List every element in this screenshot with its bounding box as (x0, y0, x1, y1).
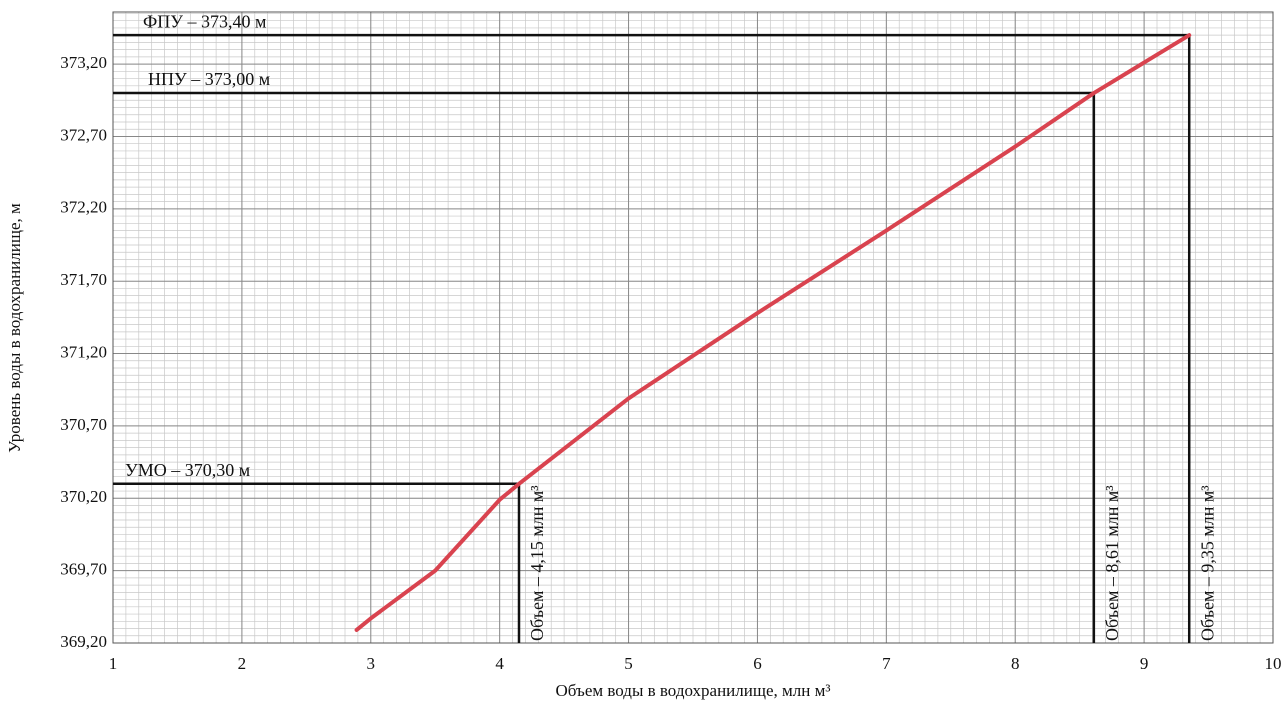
y-tick-label: 373,20 (60, 53, 107, 72)
x-tick-label: 6 (753, 654, 762, 673)
y-tick-label: 371,20 (60, 342, 107, 361)
y-tick-label: 371,70 (60, 270, 107, 289)
x-tick-label: 3 (367, 654, 376, 673)
x-tick-label: 4 (495, 654, 504, 673)
level-label: УМО – 370,30 м (125, 460, 250, 480)
y-axis-label: Уровень воды в водохранилище, м (5, 203, 24, 453)
series-line (354, 33, 1192, 632)
x-tick-label: 5 (624, 654, 633, 673)
level-label: ФПУ – 373,40 м (143, 11, 266, 31)
x-tick-label: 1 (109, 654, 118, 673)
volume-label: Объем – 9,35 млн м³ (1197, 485, 1217, 641)
volume-label: Объем – 4,15 млн м³ (527, 485, 547, 641)
y-tick-label: 372,70 (60, 125, 107, 144)
plot-frame (112, 11, 1274, 644)
x-axis-label: Объем воды в водохранилище, млн м³ (556, 681, 831, 700)
x-tick-label: 2 (238, 654, 247, 673)
x-tick-label: 7 (882, 654, 891, 673)
x-tick-label: 9 (1140, 654, 1149, 673)
x-tick-label: 8 (1011, 654, 1020, 673)
y-tick-label: 372,20 (60, 198, 107, 217)
y-tick-label: 369,70 (60, 560, 107, 579)
volume-label: Объем – 8,61 млн м³ (1102, 485, 1122, 641)
x-tick-label: 10 (1265, 654, 1282, 673)
level-label: НПУ – 373,00 м (148, 69, 270, 89)
y-tick-label: 369,20 (60, 632, 107, 651)
y-tick-label: 370,70 (60, 415, 107, 434)
y-tick-label: 370,20 (60, 487, 107, 506)
